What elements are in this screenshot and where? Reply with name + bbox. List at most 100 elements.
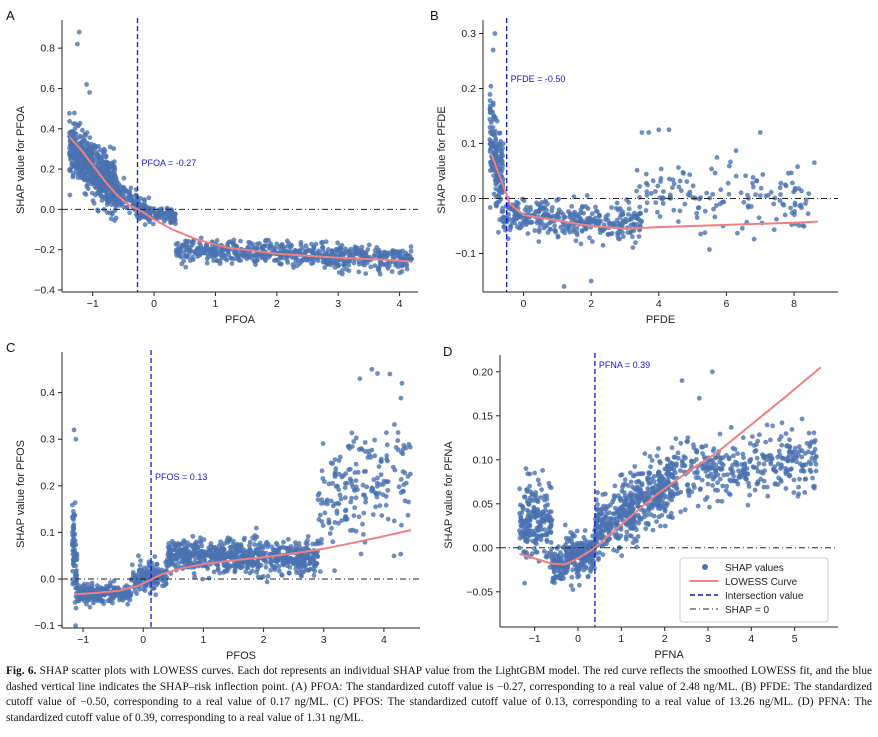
shap-point [671,454,677,460]
shap-point [701,454,707,460]
shap-point [71,558,76,563]
shap-point [90,151,96,157]
shap-point [713,203,719,208]
shap-point [70,551,76,557]
shap-point [491,191,497,197]
shap-point [707,247,712,252]
shap-point [534,200,539,206]
shap-point [712,214,718,220]
shap-point [296,249,302,255]
shap-point [697,196,702,202]
shap-point [116,189,122,195]
shap-point [127,210,132,216]
shap-point [635,216,640,222]
shap-point [204,242,209,248]
shap-point [529,491,535,497]
shap-point [317,569,323,574]
shap-point [631,210,637,216]
shap-point [522,494,528,500]
shap-point [398,395,404,401]
shap-point [676,219,681,225]
shap-point [608,502,613,508]
shap-point [691,459,697,464]
shap-point [243,569,249,575]
shap-point [397,270,403,276]
shap-point [783,469,788,475]
shap-point [710,476,716,482]
shap-point [198,235,204,241]
shap-point [282,545,287,551]
shap-point [342,495,348,501]
shap-point [402,253,408,259]
shap-point [549,555,555,561]
shap-point [786,453,792,458]
shap-point [146,561,152,567]
shap-point [524,219,529,225]
shap-point [539,532,544,538]
panel-c-x-tick-label: 3 [321,634,327,646]
shap-point [310,260,316,266]
shap-point [653,200,659,206]
shap-point [87,145,93,151]
shap-point [376,249,382,255]
panel-a-y-tick-label: 0.6 [40,83,55,95]
shap-point [620,513,626,519]
shap-point [792,185,798,191]
shap-point [100,149,106,155]
shap-point [641,510,647,516]
shap-point [789,466,794,472]
shap-point [382,250,388,256]
shap-point [783,486,789,491]
shap-point [728,425,734,430]
shap-point [779,455,785,461]
shap-point [318,540,324,546]
shap-point [664,456,670,462]
shap-point [659,481,665,487]
shap-point [778,192,783,197]
panel-c-y-tick-label: 0.3 [40,434,55,446]
shap-point [130,570,136,575]
shap-point [644,192,650,198]
shap-point [544,531,550,537]
shap-point [735,451,740,456]
shap-point [630,484,635,490]
shap-point [715,488,721,493]
shap-point [762,468,767,473]
shap-point [320,441,326,446]
shap-point [698,486,703,492]
shap-point [620,230,625,235]
shap-point [336,262,342,268]
shap-point [290,255,296,260]
shap-point [150,221,156,227]
shap-point [670,177,676,183]
shap-point [551,569,557,575]
shap-point [287,565,293,570]
shap-point [357,376,363,382]
shap-point [682,507,688,513]
shap-point [307,566,313,572]
panel-d-x-tick-label: 0 [575,633,581,645]
shap-point [569,536,574,542]
shap-point [632,464,638,469]
shap-point [70,543,76,548]
shap-point [721,472,727,478]
shap-point [600,552,606,557]
shap-point [611,497,616,502]
shap-point [81,138,87,144]
shap-point [322,510,328,516]
shap-point [293,540,298,545]
shap-point [189,239,195,245]
shap-point [630,540,636,546]
shap-point [335,500,340,506]
shap-point [583,226,589,232]
shap-point [633,240,638,246]
shap-point [111,182,117,188]
shap-point [173,556,178,562]
shap-point [799,416,805,422]
shap-point [561,222,566,228]
panel-a-y-tick-label: 0.0 [40,204,55,216]
shap-point [665,501,670,507]
shap-point [655,183,661,189]
shap-point [613,515,619,521]
